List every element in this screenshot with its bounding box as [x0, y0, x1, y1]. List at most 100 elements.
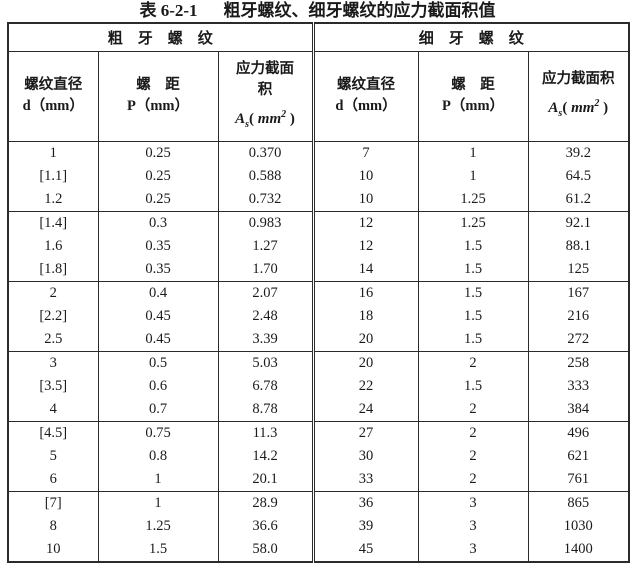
- table-cell: 36.6: [217, 514, 314, 538]
- table-cell: 0.35: [97, 257, 219, 281]
- table-cell: 1400: [527, 537, 630, 562]
- table-cell: 333: [527, 374, 630, 398]
- table-cell: 1: [7, 141, 99, 165]
- table-cell: 20.1: [217, 467, 314, 491]
- table-cell: 0.8: [97, 444, 219, 468]
- table-cell: 2.07: [217, 281, 314, 305]
- table-cell: 272: [527, 327, 630, 351]
- table-cell: 865: [527, 491, 630, 515]
- table-cell: 0.25: [97, 187, 219, 211]
- table-row: 1 0.25 0.370 7 1 39.2: [7, 141, 630, 165]
- table-cell: 14.2: [217, 444, 314, 468]
- table-cell: 3: [7, 351, 99, 375]
- fine-pitch-header: 螺 距 P（mm）: [417, 51, 529, 142]
- table-cell: 0.45: [97, 327, 219, 351]
- fine-area-header: 应力截面积 As( mm2 ): [527, 51, 630, 142]
- table-cell: 2: [417, 397, 529, 421]
- table-cell: 3.39: [217, 327, 314, 351]
- table-cell: 2.5: [7, 327, 99, 351]
- table-number: 表 6-2-1: [139, 1, 198, 20]
- table-cell: 10: [311, 164, 419, 188]
- table-cell: 22: [311, 374, 419, 398]
- table-cell: 20: [311, 327, 419, 351]
- table-cell: 0.75: [97, 421, 219, 445]
- table-cell: 496: [527, 421, 630, 445]
- coarse-diameter-header-cn: 螺纹直径: [24, 77, 83, 93]
- table-row: 8 1.25 36.6 39 3 1030: [7, 514, 630, 538]
- coarse-area-header-cn-line1: 应力截面: [236, 60, 295, 77]
- table-cell: 39.2: [527, 141, 630, 165]
- thread-size-group: 3 0.5 5.03 20 2 258 [3.5] 0.6 6.78 22 1.5 333 4 0.7 8.…: [7, 351, 630, 421]
- table-cell: 10: [7, 537, 99, 562]
- table-cell: 3: [417, 514, 529, 538]
- table-cell: 39: [311, 514, 419, 538]
- table-cell: 2: [417, 444, 529, 468]
- table-cell: 18: [311, 304, 419, 328]
- table-cell: 0.5: [97, 351, 219, 375]
- table-cell: 16: [311, 281, 419, 305]
- table-cell: 167: [527, 281, 630, 305]
- table-cell: 12: [311, 234, 419, 258]
- table-cell: 5.03: [217, 351, 314, 375]
- table-cell: 1.2: [7, 187, 99, 211]
- table-cell: 1: [417, 141, 529, 165]
- table-cell: 88.1: [527, 234, 630, 258]
- table-cell: 384: [527, 397, 630, 421]
- table-header: 粗 牙 螺 纹 细 牙 螺 纹 螺纹直径 d（mm） 螺 距 P（mm） 应力截…: [7, 23, 630, 142]
- table-cell: 8.78: [217, 397, 314, 421]
- table-cell: 36: [311, 491, 419, 515]
- table-cell: 61.2: [527, 187, 630, 211]
- table-cell: 0.983: [217, 211, 314, 235]
- table-cell: [3.5]: [7, 374, 99, 398]
- thread-size-group: [4.5] 0.75 11.3 27 2 496 5 0.8 14.2 30 2 621 6 1 20.1 3…: [7, 421, 630, 491]
- table-cell: 14: [311, 257, 419, 281]
- table-cell: 2.48: [217, 304, 314, 328]
- table-cell: 20: [311, 351, 419, 375]
- fine-thread-group-header: 细 牙 螺 纹: [311, 23, 630, 52]
- table-cell: 0.25: [97, 141, 219, 165]
- thread-size-group: 1 0.25 0.370 7 1 39.2 [1.1] 0.25 0.588 10 1 64.5 1.2…: [7, 141, 630, 211]
- table-title: 表 6-2-1 粗牙螺纹、细牙螺纹的应力截面积值: [0, 0, 635, 21]
- table-cell: 1: [417, 164, 529, 188]
- table-cell: 33: [311, 467, 419, 491]
- table-cell: 2: [417, 467, 529, 491]
- table-row: [4.5] 0.75 11.3 27 2 496: [7, 421, 630, 445]
- table-cell: 0.3: [97, 211, 219, 235]
- table-cell: 92.1: [527, 211, 630, 235]
- table-cell: 11.3: [217, 421, 314, 445]
- table-row: 3 0.5 5.03 20 2 258: [7, 351, 630, 375]
- table-cell: 1.25: [417, 187, 529, 211]
- table-cell: 1.5: [417, 304, 529, 328]
- coarse-pitch-header-symbol: P（mm）: [126, 98, 189, 114]
- coarse-area-header: 应力截面 积 As( mm2 ): [217, 51, 314, 142]
- table-cell: 0.370: [217, 141, 314, 165]
- table-cell: 1.5: [417, 234, 529, 258]
- table-row: 2 0.4 2.07 16 1.5 167: [7, 281, 630, 305]
- column-header-row: 螺纹直径 d（mm） 螺 距 P（mm） 应力截面 积 As( mm2 ) 螺纹…: [7, 51, 630, 142]
- table-cell: 12: [311, 211, 419, 235]
- table-cell: 125: [527, 257, 630, 281]
- table-cell: 5: [7, 444, 99, 468]
- table-row: [2.2] 0.45 2.48 18 1.5 216: [7, 304, 630, 328]
- table-cell: 2: [7, 281, 99, 305]
- table-cell: 621: [527, 444, 630, 468]
- table-row: [1.1] 0.25 0.588 10 1 64.5: [7, 164, 630, 188]
- thread-size-group: 2 0.4 2.07 16 1.5 167 [2.2] 0.45 2.48 18 1.5 216 2.5…: [7, 281, 630, 351]
- table-cell: 1.6: [7, 234, 99, 258]
- table-cell: 1.5: [417, 327, 529, 351]
- table-cell: 10: [311, 187, 419, 211]
- fine-diameter-header-cn: 螺纹直径: [337, 77, 396, 93]
- thread-type-header-row: 粗 牙 螺 纹 细 牙 螺 纹: [7, 23, 630, 52]
- fine-pitch-header-cn: 螺 距: [451, 77, 495, 93]
- table-row: 4 0.7 8.78 24 2 384: [7, 397, 630, 421]
- table-cell: 64.5: [527, 164, 630, 188]
- table-cell: 3: [417, 537, 529, 562]
- table-row: 1.2 0.25 0.732 10 1.25 61.2: [7, 187, 630, 211]
- table-cell: [1.8]: [7, 257, 99, 281]
- table-cell: 6: [7, 467, 99, 491]
- table-cell: [4.5]: [7, 421, 99, 445]
- table-row: [1.4] 0.3 0.983 12 1.25 92.1: [7, 211, 630, 235]
- table-cell: 1.70: [217, 257, 314, 281]
- coarse-pitch-header: 螺 距 P（mm）: [97, 51, 219, 142]
